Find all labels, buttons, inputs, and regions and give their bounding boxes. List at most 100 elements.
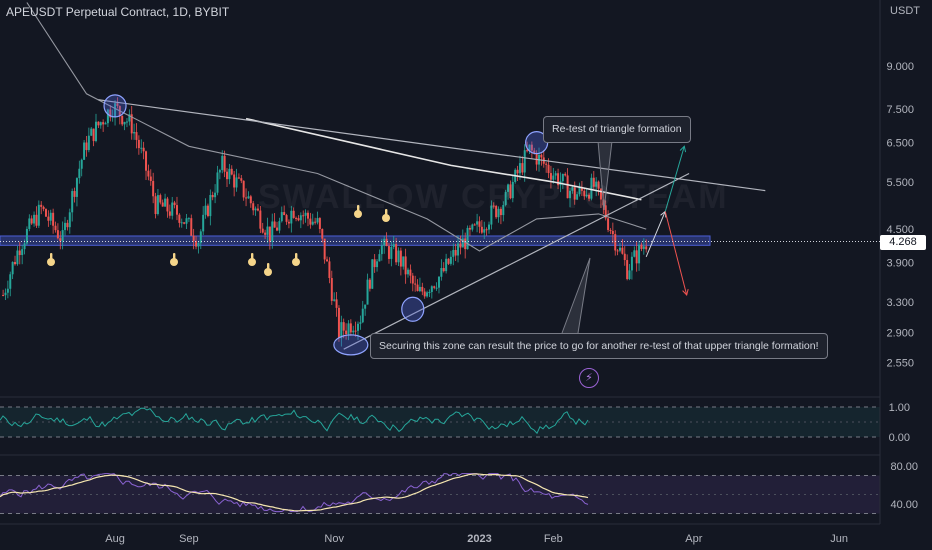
candle-body [623,253,626,261]
candle-body [142,147,145,152]
highlight-circles [103,94,549,356]
candle-body [345,330,348,335]
candle-body [509,184,512,199]
candle-body [530,144,533,151]
candle-body [630,256,633,271]
currency-label[interactable]: USDT [890,5,920,17]
candle-body [442,268,445,272]
candle-body [595,181,598,187]
candle-body [366,279,369,305]
candle-body [321,229,324,239]
candle-body [311,221,314,225]
candle-body [261,228,264,233]
lightning-icon[interactable]: ⚡ [579,368,599,388]
oscillator-tick-label: 1.00 [889,402,910,414]
candle-body [221,155,224,171]
triangle-trendline [98,99,766,192]
oscillator-pane: 0.00 1.00 [0,402,910,444]
candle-body [73,191,76,197]
rsi-pane: 40.00 80.00 [0,461,918,514]
candle-body [395,244,398,263]
candle-body [352,330,355,333]
candle-body [49,212,52,221]
time-tick-label: Aug [105,533,125,545]
price-tick-label: 6.500 [886,138,914,150]
candle-body [347,323,350,335]
candle-body [292,210,295,218]
candle-body [199,231,202,244]
candle-body [373,259,376,268]
candle-body [25,228,28,244]
retest-note[interactable]: Re-test of triangle formation [543,116,691,143]
candle-body [6,288,9,293]
candle-body [314,221,317,223]
candle-body [140,147,143,149]
candle-body [90,128,93,136]
candle-body [204,205,207,215]
price-tick-label: 9.000 [886,61,914,73]
candle-body [237,177,240,179]
price-tick-label: 3.300 [886,297,914,309]
candle-body [578,187,581,195]
candle-body [342,322,345,331]
candle-body [423,291,426,297]
hand-pointer-icon [357,205,360,211]
candle-body [447,258,450,264]
candle-body [230,168,233,175]
candle-body [123,121,126,125]
candle-body [285,215,288,222]
price-axis[interactable]: 2.550 2.900 3.300 3.900 4.500 5.500 6.500 7.500… [0,0,914,524]
candle-body [495,205,498,218]
candle-body [33,214,36,224]
candle-body [18,250,21,256]
candle-body [116,103,119,107]
candle-body [233,174,236,188]
candle-body [297,218,300,221]
candle-body [599,188,602,200]
candle-body [540,154,543,158]
candle-body [533,150,536,154]
candle-body [535,153,538,165]
candle-body [290,210,293,224]
projection-arrows [645,145,689,296]
candle-body [264,232,267,235]
note-leaders [561,140,613,334]
candle-body [449,256,452,264]
symbol-title[interactable]: APEUSDT Perpetual Contract, 1D, BYBIT [6,5,230,19]
candle-body [316,218,319,223]
candle-body [387,246,390,259]
candle-body [435,287,438,289]
candle-body [518,163,521,174]
candle-body [402,256,405,267]
candle-body [554,173,557,176]
time-axis[interactable]: Aug Sep Nov 2023 Feb Apr Jun [105,533,848,545]
candle-body [271,221,274,242]
candle-body [468,227,471,230]
candle-body [473,224,476,226]
candle-body [87,135,90,151]
candle-body [564,173,567,176]
candle-body [483,229,486,233]
candle-body [645,246,648,250]
last-price-tag: 4.268 [880,235,926,250]
securing-note[interactable]: Securing this zone can result the price … [370,333,828,359]
callout-leader [597,140,613,211]
candle-body [166,198,169,212]
candle-body [280,212,283,222]
grid-lines [0,396,880,525]
candle-body [357,323,359,331]
candle-body [471,224,474,230]
price-tick-label: 2.900 [886,327,914,339]
candle-body [180,222,183,224]
candle-body [145,151,148,171]
candle-body [178,214,181,223]
candle-body [21,249,24,256]
candle-body [607,218,610,230]
rsi-tick-label: 80.00 [890,461,918,473]
highlight-circle [333,334,369,356]
candle-body [323,238,326,260]
candle-body [640,244,643,249]
candle-body [147,170,150,177]
candle-body [592,177,595,187]
